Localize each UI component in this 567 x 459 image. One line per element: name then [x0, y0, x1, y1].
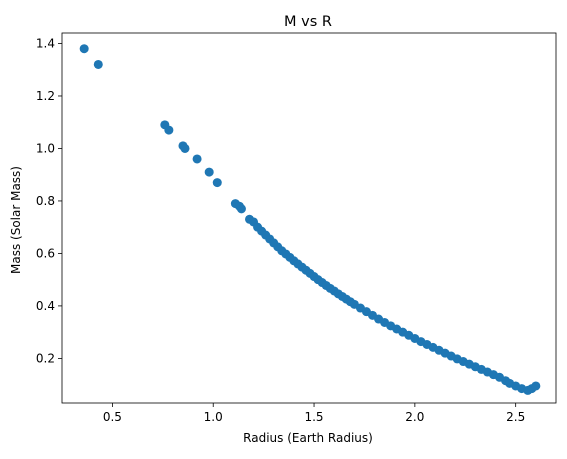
- y-axis-label: Mass (Solar Mass): [9, 166, 23, 274]
- y-tick-label: 1.2: [36, 89, 55, 103]
- x-tick-label: 2.0: [405, 410, 424, 424]
- data-point: [192, 154, 202, 164]
- data-point: [93, 59, 103, 69]
- y-tick-label: 1.0: [36, 141, 55, 155]
- y-tick-label: 0.2: [36, 351, 55, 365]
- data-point: [79, 44, 89, 54]
- data-point: [180, 143, 190, 153]
- x-tick-label: 0.5: [103, 410, 122, 424]
- plot-frame: [61, 32, 557, 404]
- chart-title: M vs R: [284, 14, 332, 30]
- data-points-layer: [79, 44, 541, 395]
- x-tick-label: 1.0: [204, 410, 223, 424]
- y-tick-label: 0.4: [36, 299, 55, 313]
- x-axis-label: Radius (Earth Radius): [243, 431, 373, 445]
- data-point: [204, 167, 214, 177]
- y-tick-label: 1.4: [36, 36, 55, 50]
- x-tick-label: 2.5: [506, 410, 525, 424]
- data-point: [236, 204, 246, 214]
- axes-layer: 0.5 1.0 1.5 2.0 2.5 0.2 0.4 0.6 0.8 1.0 1.2 1.4: [36, 32, 557, 424]
- x-tick-label: 1.5: [304, 410, 323, 424]
- data-point: [164, 125, 174, 135]
- data-point: [531, 381, 541, 391]
- y-tick-label: 0.6: [36, 246, 55, 260]
- y-tick-label: 0.8: [36, 194, 55, 208]
- data-point: [212, 178, 222, 188]
